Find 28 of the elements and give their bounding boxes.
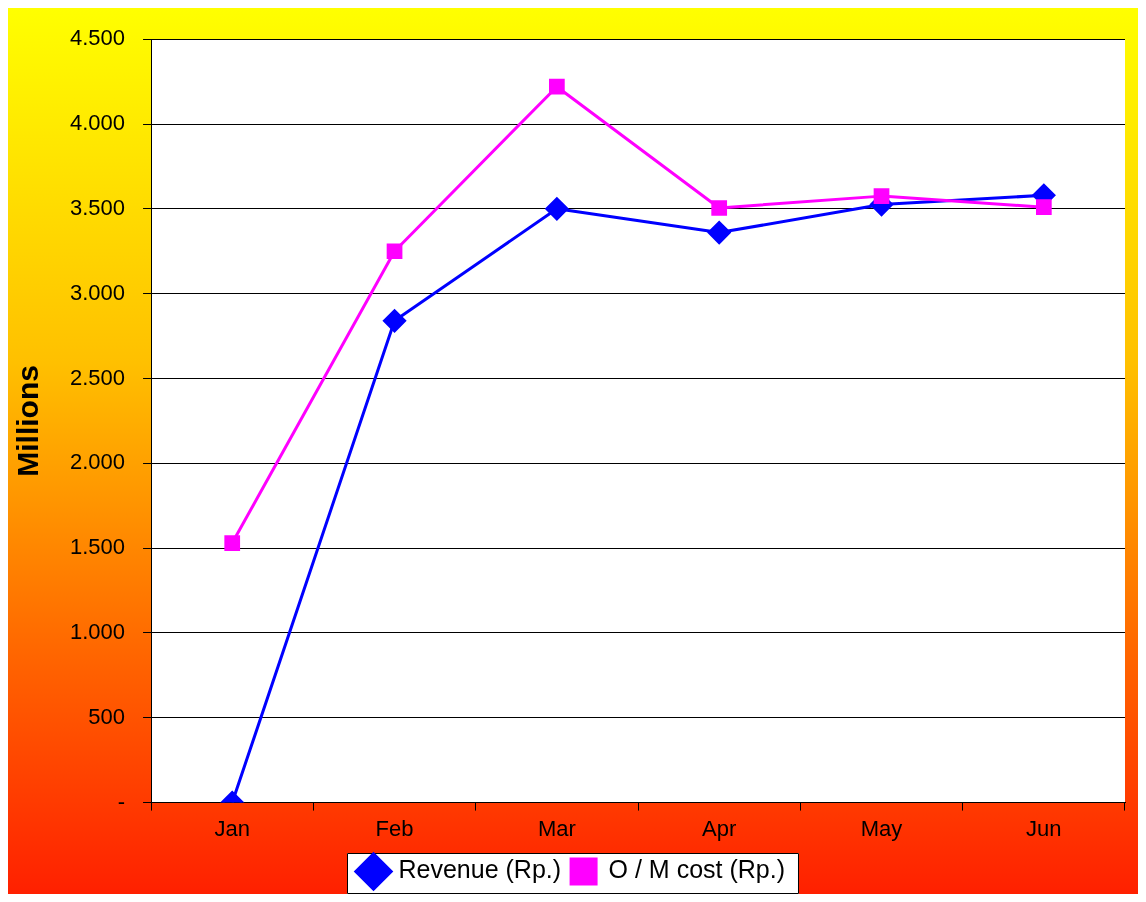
x-tick-label: Jun xyxy=(1026,815,1062,841)
point xyxy=(1035,199,1052,216)
y-tick-label: 1.000 xyxy=(69,619,126,645)
point xyxy=(711,200,728,216)
y-tick-label: 3.000 xyxy=(69,279,126,305)
point xyxy=(383,309,407,333)
x-tick-label: May xyxy=(860,815,903,841)
y-tick-label: 2.500 xyxy=(69,364,126,390)
x-tick-label: Mar xyxy=(537,815,576,841)
x-tick-label: Apr xyxy=(702,815,737,841)
point xyxy=(224,535,241,551)
y-tick-label: 1.500 xyxy=(69,534,126,560)
point xyxy=(386,243,403,260)
y-axis-title: Millions xyxy=(11,365,45,477)
y-tick-label: 2.000 xyxy=(69,449,126,475)
y-tick-label: - xyxy=(117,788,126,814)
point xyxy=(545,197,569,221)
x-tick-label: Jan xyxy=(214,815,250,841)
x-tick-label: Feb xyxy=(375,815,414,841)
point xyxy=(873,188,890,204)
y-tick-label: 500 xyxy=(88,703,126,729)
point xyxy=(707,221,731,245)
point xyxy=(549,78,565,95)
legend-label: O / M cost (Rp.) xyxy=(608,855,785,884)
y-tick-label: 4.500 xyxy=(69,25,126,51)
y-tick-label: 4.000 xyxy=(69,110,126,136)
y-tick-label: 3.500 xyxy=(69,194,126,220)
legend-label: Revenue (Rp.) xyxy=(398,855,562,884)
